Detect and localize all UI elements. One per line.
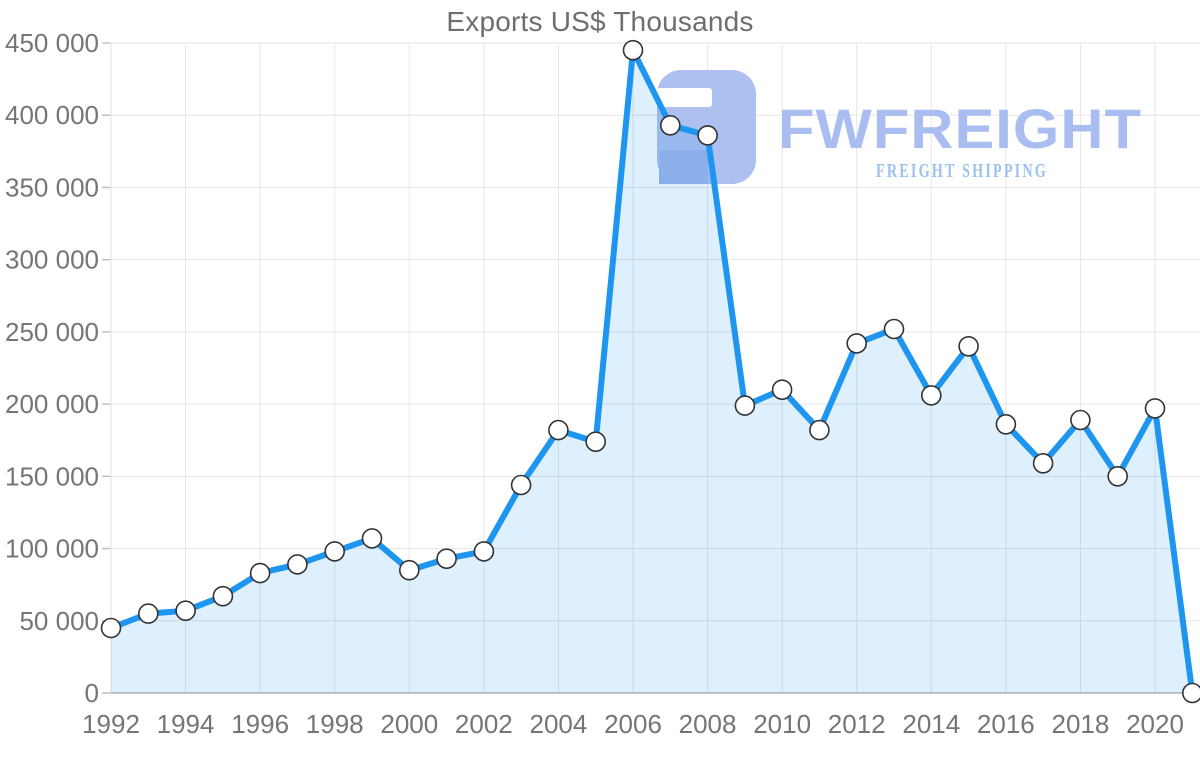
- data-point-2011[interactable]: [809, 419, 830, 441]
- watermark-tagline-text: FREIGHT SHIPPING: [876, 160, 1048, 182]
- x-tick-label-1992: 1992: [82, 709, 140, 739]
- y-tick-label-0: 0: [85, 678, 99, 708]
- data-point-2003[interactable]: [510, 474, 532, 496]
- y-tick-label-350000: 350 000: [5, 172, 99, 202]
- data-point-2018[interactable]: [1070, 409, 1091, 431]
- data-point-2008[interactable]: [697, 125, 718, 146]
- data-point-2017[interactable]: [1032, 452, 1054, 474]
- x-tick-label-2008: 2008: [679, 709, 737, 739]
- data-point-1995[interactable]: [212, 585, 234, 607]
- data-point-2001[interactable]: [436, 548, 457, 570]
- x-tick-label-2010: 2010: [753, 709, 811, 739]
- fwfreight-logo-bar: [657, 88, 712, 107]
- x-tick-label-2020: 2020: [1126, 709, 1184, 739]
- y-tick-label-300000: 300 000: [5, 245, 99, 275]
- data-point-2000[interactable]: [398, 559, 420, 581]
- fwfreight-watermark: FWFREIGHT FREIGHT SHIPPING: [657, 70, 1142, 184]
- y-tick-label-450000: 450 000: [5, 28, 99, 58]
- area-fill: [111, 50, 1193, 693]
- data-point-1997[interactable]: [287, 554, 308, 575]
- data-point-1996[interactable]: [249, 562, 271, 584]
- y-tick-label-400000: 400 000: [5, 100, 99, 130]
- x-tick-label-2016: 2016: [977, 709, 1035, 739]
- data-point-2013[interactable]: [883, 318, 905, 340]
- watermark-brand-text: FWFREIGHT: [778, 97, 1142, 160]
- x-tick-label-2012: 2012: [828, 709, 886, 739]
- x-tick-label-2000: 2000: [380, 709, 438, 739]
- fwfreight-logo-inner-square: [659, 150, 708, 184]
- data-point-2012[interactable]: [846, 333, 868, 354]
- data-point-2019[interactable]: [1107, 465, 1128, 487]
- x-tick-label-1996: 1996: [231, 709, 289, 739]
- data-point-2020[interactable]: [1144, 398, 1166, 419]
- x-tick-label-2004: 2004: [530, 709, 588, 739]
- data-point-2010[interactable]: [771, 379, 793, 401]
- x-tick-label-2018: 2018: [1052, 709, 1110, 739]
- y-tick-label-200000: 200 000: [5, 389, 99, 419]
- data-point-2015[interactable]: [958, 335, 979, 357]
- data-point-1992[interactable]: [100, 617, 122, 639]
- y-tick-label-250000: 250 000: [5, 317, 99, 347]
- x-tick-label-2014: 2014: [902, 709, 960, 739]
- y-tick-label-100000: 100 000: [5, 534, 99, 564]
- x-tick-label-2006: 2006: [604, 709, 662, 739]
- data-point-2014[interactable]: [920, 385, 942, 406]
- x-tick-label-1998: 1998: [306, 709, 364, 739]
- data-point-1998[interactable]: [324, 541, 346, 562]
- data-point-2005[interactable]: [585, 431, 607, 453]
- data-point-2021[interactable]: [1182, 682, 1200, 704]
- data-point-2004[interactable]: [548, 419, 569, 441]
- data-point-1999[interactable]: [361, 528, 383, 549]
- data-point-2002[interactable]: [473, 541, 495, 562]
- data-point-2006[interactable]: [622, 39, 644, 61]
- x-tick-label-2002: 2002: [455, 709, 513, 739]
- chart-title: Exports US$ Thousands: [446, 6, 754, 37]
- data-point-markers: [100, 39, 1200, 704]
- y-tick-label-50000: 50 000: [19, 606, 99, 636]
- data-point-1993[interactable]: [138, 603, 159, 624]
- data-point-2007[interactable]: [659, 115, 681, 136]
- data-point-2009[interactable]: [734, 395, 756, 416]
- data-point-1994[interactable]: [175, 600, 196, 622]
- data-point-2016[interactable]: [995, 413, 1017, 435]
- x-tick-label-1994: 1994: [157, 709, 215, 739]
- axis-labels: 1992 1994 1996 1998 2000 2002 2004 2006 2008 2010…: [5, 28, 1184, 739]
- y-tick-label-150000: 150 000: [5, 461, 99, 491]
